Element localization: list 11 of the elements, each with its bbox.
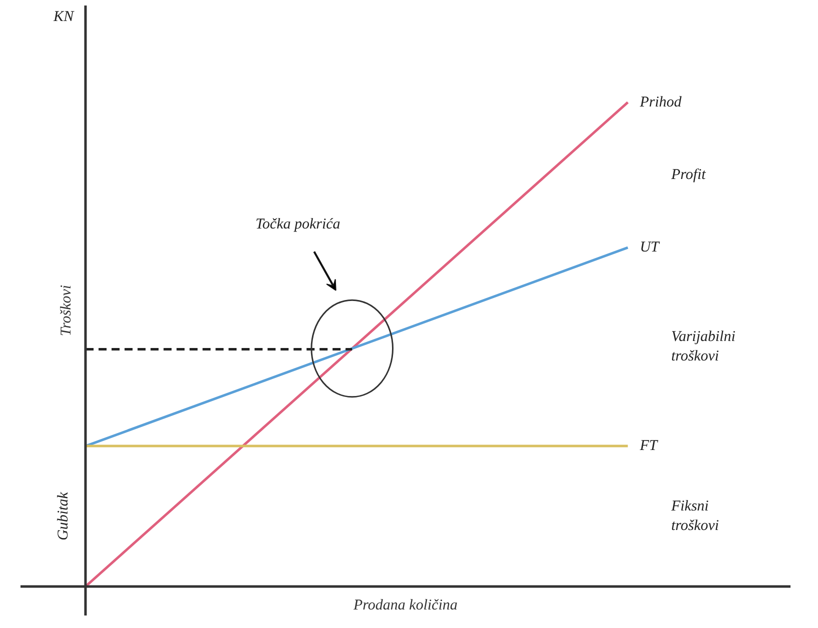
series-label: FT bbox=[638, 438, 659, 454]
annotation: Profit bbox=[670, 166, 706, 183]
annotation: Fiksni troškovi bbox=[670, 498, 719, 534]
series-label: Prihod bbox=[638, 94, 682, 110]
x-axis-title: Prodana količina bbox=[352, 598, 458, 614]
annotation: Točka pokrića bbox=[255, 216, 340, 232]
series-label: UT bbox=[640, 240, 661, 256]
text: KN bbox=[52, 8, 75, 25]
annotation: Gubitak bbox=[56, 492, 72, 540]
y-axis-title: Troškovi bbox=[58, 284, 74, 336]
annotation: Varijabilni troškovi bbox=[671, 329, 736, 364]
